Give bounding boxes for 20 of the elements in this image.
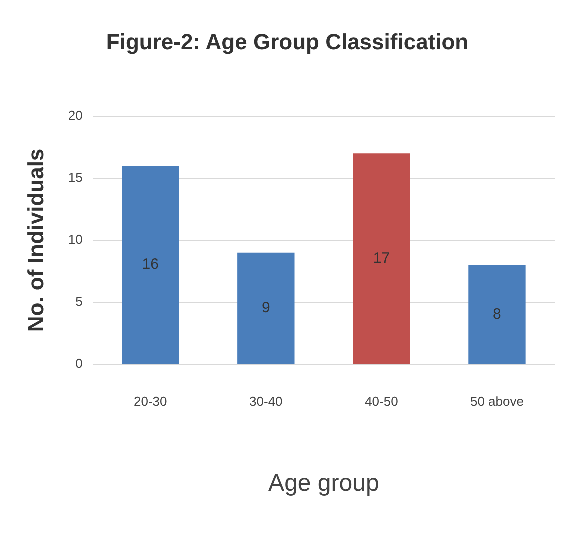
x-tick-label: 40-50 <box>365 394 398 409</box>
data-label: 9 <box>262 300 270 317</box>
bar <box>353 154 410 364</box>
data-label: 17 <box>373 250 390 268</box>
y-tick-label: 20 <box>68 108 83 123</box>
y-axis-title: No. of Individuals <box>23 148 48 332</box>
x-tick-label: 20-30 <box>134 394 168 409</box>
y-tick-label: 5 <box>76 294 83 310</box>
bar <box>238 252 295 364</box>
data-label: 8 <box>493 306 502 323</box>
bar <box>122 166 180 364</box>
x-tick-label: 30-40 <box>250 394 283 409</box>
chart-title: Figure-2: Age Group Classification <box>106 29 469 54</box>
y-tick-label: 10 <box>68 232 83 248</box>
y-tick-label: 0 <box>76 356 83 372</box>
y-tick-label: 15 <box>68 170 83 186</box>
x-axis-title: Age group <box>268 470 380 498</box>
x-tick-label: 50 above <box>470 394 524 409</box>
data-label: 16 <box>142 256 159 274</box>
bar <box>468 265 526 364</box>
